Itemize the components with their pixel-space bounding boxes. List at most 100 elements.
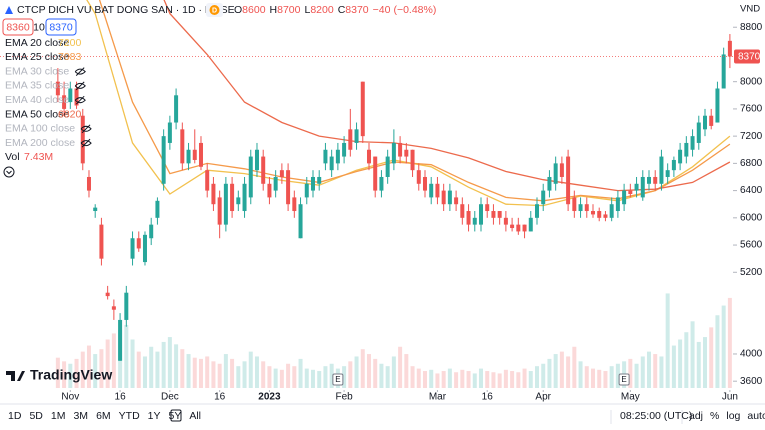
range-button[interactable]: All — [189, 410, 201, 422]
volume-bar — [242, 361, 247, 388]
calendar-icon[interactable] — [170, 409, 182, 422]
x-tick-label: May — [621, 392, 640, 403]
legend-value: 7083 — [58, 51, 82, 63]
collapse-icon[interactable] — [3, 166, 15, 178]
candle-body — [261, 156, 266, 184]
last-price-box — [734, 49, 760, 64]
volume-bar — [230, 358, 235, 388]
candle-body — [634, 183, 639, 191]
volume-bar — [628, 358, 633, 388]
eye-off-icon[interactable] — [80, 124, 92, 134]
candle-body — [553, 163, 558, 184]
candle-body — [472, 217, 477, 225]
volume-bar — [155, 351, 160, 388]
legend-name-hidden[interactable]: EMA 40 close — [5, 94, 69, 106]
volume-bar — [105, 339, 110, 388]
volume-bar — [690, 321, 695, 388]
volume-bar — [553, 354, 558, 388]
candle-body — [335, 149, 340, 164]
ohlc-value: 8700 — [277, 4, 301, 16]
legend-name-hidden[interactable]: EMA 100 close — [5, 123, 75, 135]
candle-body — [640, 176, 645, 198]
legend-name[interactable]: EMA 20 close — [5, 37, 69, 49]
quantity[interactable]: 10 — [33, 21, 45, 33]
y-tick-label: 5600 — [740, 240, 763, 251]
candle-body — [435, 183, 440, 198]
range-button[interactable]: 5Y — [169, 410, 182, 422]
legend-name[interactable]: EMA 50 close — [5, 108, 69, 120]
option-button[interactable]: auto — [747, 410, 765, 422]
candle-body — [702, 115, 707, 130]
candle-body — [186, 149, 191, 164]
volume-bar — [665, 293, 670, 388]
event-box[interactable] — [332, 373, 344, 386]
volume-bar — [149, 346, 154, 388]
range-button[interactable]: 1Y — [148, 410, 161, 422]
volume-bar — [547, 358, 552, 388]
candle-body — [466, 211, 471, 225]
candle-body — [566, 156, 571, 205]
candle-body — [317, 176, 322, 184]
candle-body — [678, 149, 683, 164]
y-tick-label: 7600 — [740, 104, 763, 115]
x-tick-label: Apr — [535, 392, 551, 403]
ohlc-letter: H — [270, 4, 278, 16]
range-button[interactable]: 1M — [51, 410, 66, 422]
volume-name[interactable]: Vol — [5, 151, 20, 163]
clock[interactable]: 08:25:00 (UTC) — [620, 410, 692, 422]
option-button[interactable]: log — [726, 410, 740, 422]
legend-name-hidden[interactable]: EMA 30 close — [5, 65, 69, 77]
range-button[interactable]: 1D — [8, 410, 22, 422]
candle-body — [310, 176, 315, 191]
volume-bar — [136, 351, 141, 388]
volume-bar — [422, 371, 427, 388]
candle-body — [323, 149, 328, 164]
buy-price[interactable]: 8370 — [49, 21, 73, 33]
sell-button[interactable] — [2, 18, 34, 36]
volume-bar — [111, 333, 116, 388]
eye-off-icon[interactable] — [74, 67, 86, 76]
volume-bar — [167, 337, 172, 388]
volume-bar — [472, 373, 477, 388]
candle-body — [684, 142, 689, 157]
volume-bar — [55, 357, 60, 388]
volume-bar — [466, 371, 471, 388]
candle-body — [149, 224, 154, 239]
legend-name-hidden[interactable]: EMA 35 close — [5, 80, 69, 92]
range-button[interactable]: YTD — [119, 410, 140, 422]
event-box[interactable] — [618, 373, 630, 386]
candle-body — [198, 142, 203, 167]
candle-body — [646, 176, 651, 184]
candle-body — [441, 190, 446, 205]
volume-bar — [478, 368, 483, 388]
volume-bar — [211, 361, 216, 388]
option-button[interactable]: adj — [689, 410, 703, 422]
eye-off-icon[interactable] — [74, 95, 86, 105]
eye-off-icon[interactable] — [80, 138, 92, 148]
candle-body — [286, 170, 291, 205]
candle-body — [416, 170, 421, 184]
candle-body — [584, 204, 589, 212]
currency[interactable]: VND — [740, 4, 760, 15]
buy-button[interactable] — [45, 18, 77, 36]
candle-body — [454, 197, 459, 205]
event-label[interactable]: E — [335, 375, 340, 384]
legend-name[interactable]: EMA 25 close — [5, 51, 69, 63]
event-label[interactable]: E — [621, 375, 626, 384]
candle-body — [460, 204, 465, 218]
volume-bar — [236, 366, 241, 388]
candle-body — [516, 224, 521, 232]
candle-body — [510, 224, 515, 229]
range-button[interactable]: 3M — [73, 410, 88, 422]
range-button[interactable]: 6M — [96, 410, 111, 422]
legend-name-hidden[interactable]: EMA 200 close — [5, 137, 75, 149]
brand[interactable]: TradingView — [30, 367, 112, 383]
range-button[interactable]: 5D — [29, 410, 43, 422]
candle-body — [391, 142, 396, 164]
sell-price[interactable]: 8360 — [6, 21, 30, 33]
option-button[interactable]: % — [710, 410, 719, 422]
logo-icon[interactable] — [6, 371, 25, 381]
candle-body — [715, 88, 720, 123]
candle-body — [398, 142, 403, 157]
eye-off-icon[interactable] — [74, 81, 86, 91]
